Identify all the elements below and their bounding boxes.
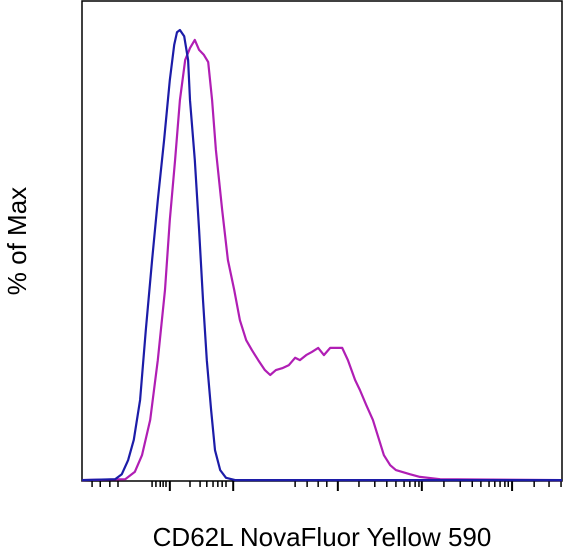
y-axis-label: % of Max: [2, 187, 32, 295]
histogram-line: [81, 38, 563, 482]
x-axis-label: CD62L NovaFluor Yellow 590: [153, 522, 492, 550]
histogram-line: [81, 28, 562, 482]
